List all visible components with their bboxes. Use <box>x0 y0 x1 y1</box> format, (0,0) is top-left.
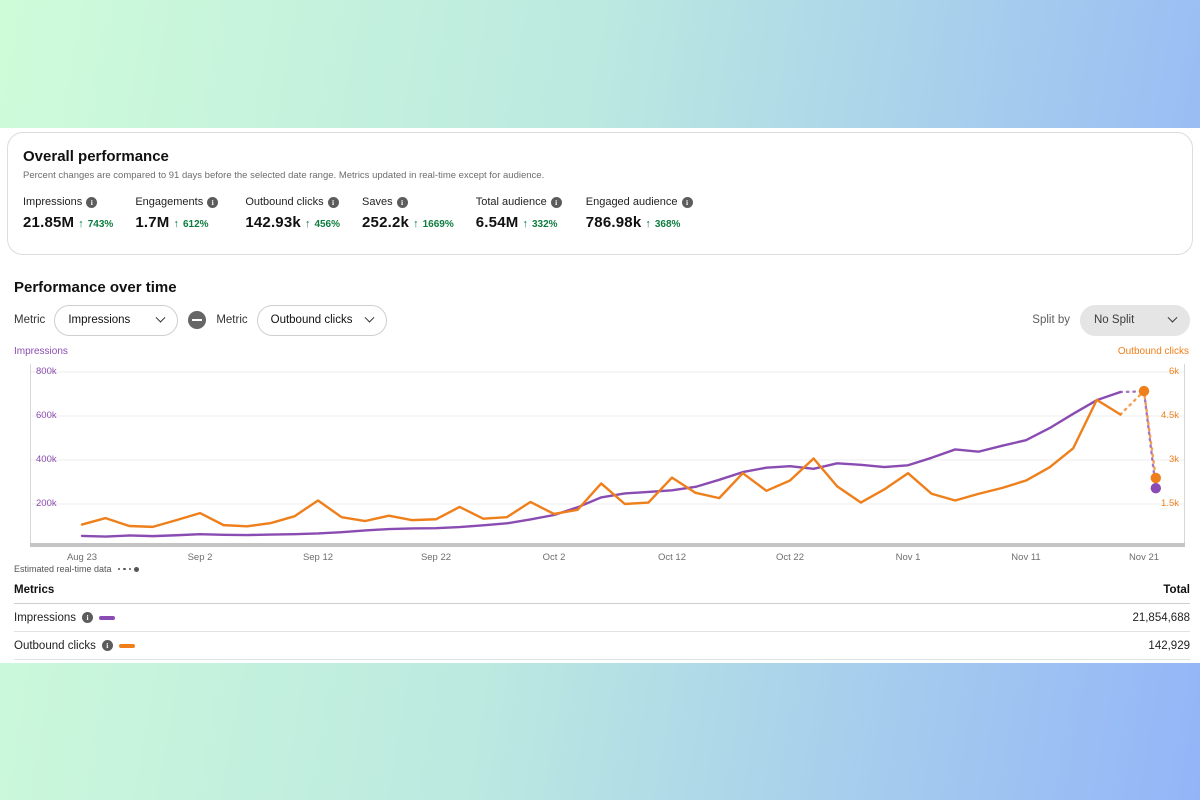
metric-change: 612% <box>182 219 209 230</box>
axis-titles: Impressions Outbound clicks <box>14 346 1189 357</box>
metric-label: Impressions <box>23 196 83 208</box>
x-axis-tick: Nov 1 <box>895 552 921 563</box>
chevron-down-icon <box>1167 312 1178 323</box>
x-axis-tick: Nov 11 <box>1011 552 1041 563</box>
x-axis-tick: Aug 23 <box>66 552 98 563</box>
left-axis-tick: 600k <box>36 410 57 421</box>
right-axis-tick: 3k <box>1168 454 1179 465</box>
header-metrics: Metrics <box>14 584 55 596</box>
remove-metric-button[interactable] <box>188 311 207 329</box>
x-axis-tick: Nov 21 <box>1128 552 1160 563</box>
chevron-down-icon <box>364 312 375 323</box>
metric-change: 332% <box>531 219 558 230</box>
metric-label: Total audience <box>475 196 547 208</box>
estimated-line-icon <box>117 566 140 572</box>
x-axis-tick: Sep 22 <box>420 552 452 563</box>
x-axis-tick: Sep 2 <box>187 552 213 563</box>
row-total: 142,929 <box>1148 639 1190 652</box>
right-axis-title: Outbound clicks <box>1117 346 1189 357</box>
header-total: Total <box>1163 584 1190 596</box>
up-arrow-icon: ↑ <box>522 218 528 230</box>
metric-value: 6.54M <box>475 214 519 231</box>
chart-area[interactable]: 800k 600k 400k 200k 6k 4.5k 3k 1.5k <box>30 362 1185 552</box>
metric-impressions: Impressions i 21.85M ↑ 743% <box>23 196 113 231</box>
section-title: Performance over time <box>14 279 177 296</box>
x-axis-tick: Oct 12 <box>658 552 686 563</box>
table-header: Metrics Total <box>14 584 1190 604</box>
metrics-row: Impressions i 21.85M ↑ 743% Engagements i 1.… <box>23 196 1177 231</box>
metric-engagements: Engagements i 1.7M ↑ 612% <box>135 196 223 231</box>
metric-change: 1669% <box>422 219 454 230</box>
right-axis-tick: 6k <box>1168 366 1179 377</box>
metric-value: 786.98k <box>585 214 642 231</box>
metric-select-2[interactable]: Outbound clicks <box>256 304 387 336</box>
x-axis-labels: Aug 23 Sep 2 Sep 12 Sep 22 Oct 2 Oct 12 Oct 22… <box>30 552 1185 564</box>
metric-value: 142.93k <box>245 214 301 231</box>
metric-select-1[interactable]: Impressions <box>54 304 179 336</box>
card-title: Overall performance <box>23 148 169 165</box>
metric-outbound-clicks: Outbound clicks i 142.93k ↑ 456% <box>245 196 340 231</box>
info-icon[interactable]: i <box>86 196 98 208</box>
metric-value: 21.85M <box>23 214 75 231</box>
x-axis-tick: Oct 2 <box>542 552 566 563</box>
estimated-legend-text: Estimated real-time data <box>14 564 112 574</box>
metrics-table: Metrics Total Impressions i 21,854,688 O… <box>14 584 1190 660</box>
up-arrow-icon: ↑ <box>645 218 651 230</box>
outbound-clicks-color-swatch <box>118 643 135 648</box>
info-icon[interactable]: i <box>396 196 408 208</box>
overall-performance-card: Overall performance Percent changes are … <box>7 132 1193 255</box>
split-by-value: No Split <box>1094 314 1135 326</box>
x-axis-tick: Sep 12 <box>302 552 334 563</box>
metric-change: 368% <box>654 219 681 230</box>
split-by-label: Split by <box>1032 314 1070 326</box>
metric-label-2: Metric <box>216 314 248 326</box>
row-total: 21,854,688 <box>1132 611 1190 624</box>
info-icon[interactable]: i <box>681 196 693 208</box>
metric-value: 1.7M <box>135 214 170 231</box>
metric-value: 252.2k <box>362 214 410 231</box>
up-arrow-icon: ↑ <box>304 218 311 230</box>
info-icon[interactable]: i <box>327 196 339 208</box>
up-arrow-icon: ↑ <box>173 218 179 230</box>
table-row-outbound-clicks: Outbound clicks i 142,929 <box>14 632 1190 660</box>
left-axis-title: Impressions <box>14 346 68 357</box>
chevron-down-icon <box>155 312 166 323</box>
info-icon[interactable]: i <box>82 612 93 623</box>
left-axis-tick: 200k <box>36 498 57 509</box>
left-axis-tick: 800k <box>36 366 57 377</box>
metric-total-audience: Total audience i 6.54M ↑ 332% <box>476 196 564 231</box>
metric-label: Saves <box>362 196 393 208</box>
left-axis-tick: 400k <box>36 454 57 465</box>
metric-label: Engaged audience <box>585 196 678 208</box>
metric-select-2-value: Outbound clicks <box>270 314 353 326</box>
info-icon[interactable]: i <box>550 196 562 208</box>
up-arrow-icon: ↑ <box>413 218 419 230</box>
row-label: Impressions <box>14 611 76 624</box>
right-axis-tick: 1.5k <box>1161 498 1179 509</box>
chart-controls: Metric Impressions Metric Outbound click… <box>14 303 1190 337</box>
metric-saves: Saves i 252.2k ↑ 1669% <box>362 196 454 231</box>
up-arrow-icon: ↑ <box>78 218 84 230</box>
metric-change: 456% <box>314 219 341 230</box>
metric-label-1: Metric <box>14 314 46 326</box>
estimated-legend: Estimated real-time data <box>14 564 140 574</box>
row-label: Outbound clicks <box>14 639 96 652</box>
x-axis-tick: Oct 22 <box>776 552 804 563</box>
metric-change: 743% <box>87 219 114 230</box>
table-row-impressions: Impressions i 21,854,688 <box>14 604 1190 632</box>
chart-svg[interactable] <box>30 362 1185 552</box>
impressions-color-swatch <box>99 615 115 620</box>
right-axis-tick: 4.5k <box>1161 410 1179 421</box>
metric-engaged-audience: Engaged audience i 786.98k ↑ 368% <box>586 196 693 231</box>
card-subtitle: Percent changes are compared to 91 days … <box>23 170 545 181</box>
info-icon[interactable]: i <box>207 196 219 208</box>
metric-select-1-value: Impressions <box>68 314 131 326</box>
info-icon[interactable]: i <box>101 640 113 651</box>
metric-label: Outbound clicks <box>245 196 324 208</box>
metric-label: Engagements <box>135 196 204 208</box>
content-panel: Overall performance Percent changes are … <box>0 128 1200 663</box>
split-by-select[interactable]: No Split <box>1080 304 1190 336</box>
